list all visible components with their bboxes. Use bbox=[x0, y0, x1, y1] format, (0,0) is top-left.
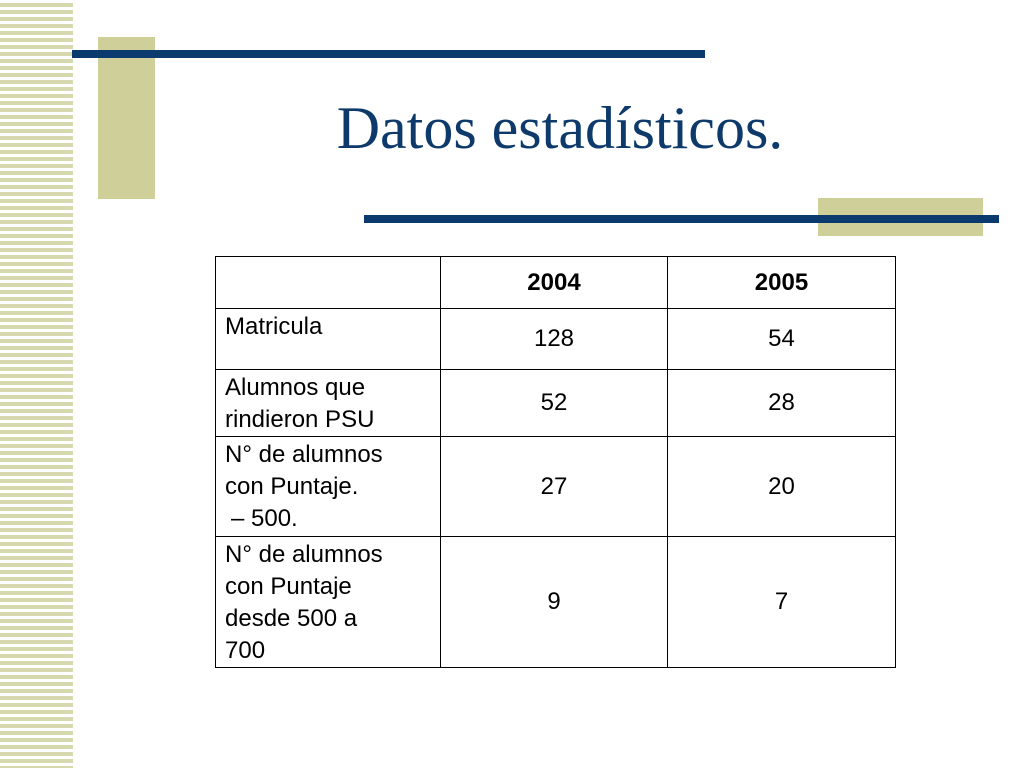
page-title: Datos estadísticos. bbox=[336, 95, 784, 161]
value-cell-2004: 27 bbox=[440, 436, 668, 537]
row-label-puntaje-500-700: N° de alumnos con Puntaje desde 500 a 70… bbox=[215, 536, 441, 668]
row-label-puntaje-500: N° de alumnos con Puntaje. – 500. bbox=[215, 436, 441, 537]
decorative-block-left bbox=[98, 37, 155, 199]
value-cell-2005: 28 bbox=[667, 369, 896, 437]
side-stripes-decoration bbox=[0, 0, 73, 768]
value-cell-2005: 20 bbox=[667, 436, 896, 537]
value-cell-2004: 128 bbox=[440, 308, 668, 370]
table-row: Alumnos que rindieron PSU 52 28 bbox=[215, 369, 896, 437]
table-row: Matricula 128 54 bbox=[215, 308, 896, 370]
row-label-alumnos-psu: Alumnos que rindieron PSU bbox=[215, 369, 441, 437]
table-row: N° de alumnos con Puntaje desde 500 a 70… bbox=[215, 536, 896, 668]
header-cell-2004: 2004 bbox=[440, 256, 668, 309]
value-cell-2004: 9 bbox=[440, 536, 668, 668]
header-cell-empty bbox=[215, 256, 441, 309]
table-header-row: 2004 2005 bbox=[215, 256, 896, 309]
statistics-table: 2004 2005 Matricula 128 54 Alumnos que r… bbox=[215, 256, 896, 668]
table-row: N° de alumnos con Puntaje. – 500. 27 20 bbox=[215, 436, 896, 537]
decorative-line-top bbox=[72, 50, 705, 58]
decorative-line-bottom bbox=[364, 215, 999, 223]
value-cell-2005: 54 bbox=[667, 308, 896, 370]
row-label-matricula: Matricula bbox=[215, 308, 441, 370]
value-cell-2004: 52 bbox=[440, 369, 668, 437]
header-cell-2005: 2005 bbox=[667, 256, 896, 309]
value-cell-2005: 7 bbox=[667, 536, 896, 668]
